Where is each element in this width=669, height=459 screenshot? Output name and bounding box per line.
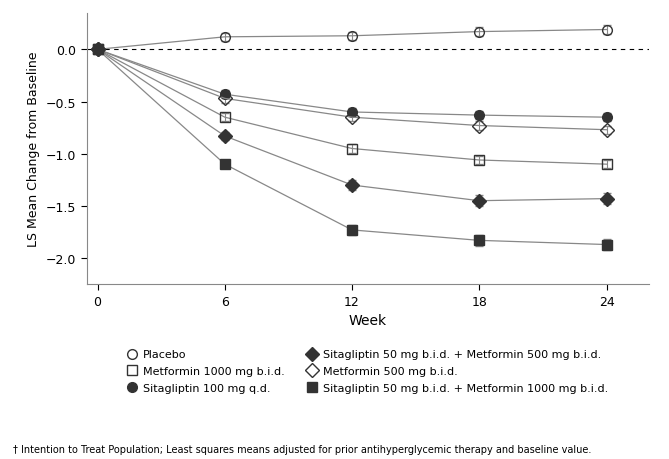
X-axis label: Week: Week [349, 313, 387, 327]
Legend: Placebo, Metformin 1000 mg b.i.d., Sitagliptin 100 mg q.d., Sitagliptin 50 mg b.: Placebo, Metformin 1000 mg b.i.d., Sitag… [128, 350, 608, 393]
Y-axis label: LS Mean Change from Baseline: LS Mean Change from Baseline [27, 51, 41, 246]
Text: † Intention to Treat Population; Least squares means adjusted for prior antihype: † Intention to Treat Population; Least s… [13, 444, 592, 454]
